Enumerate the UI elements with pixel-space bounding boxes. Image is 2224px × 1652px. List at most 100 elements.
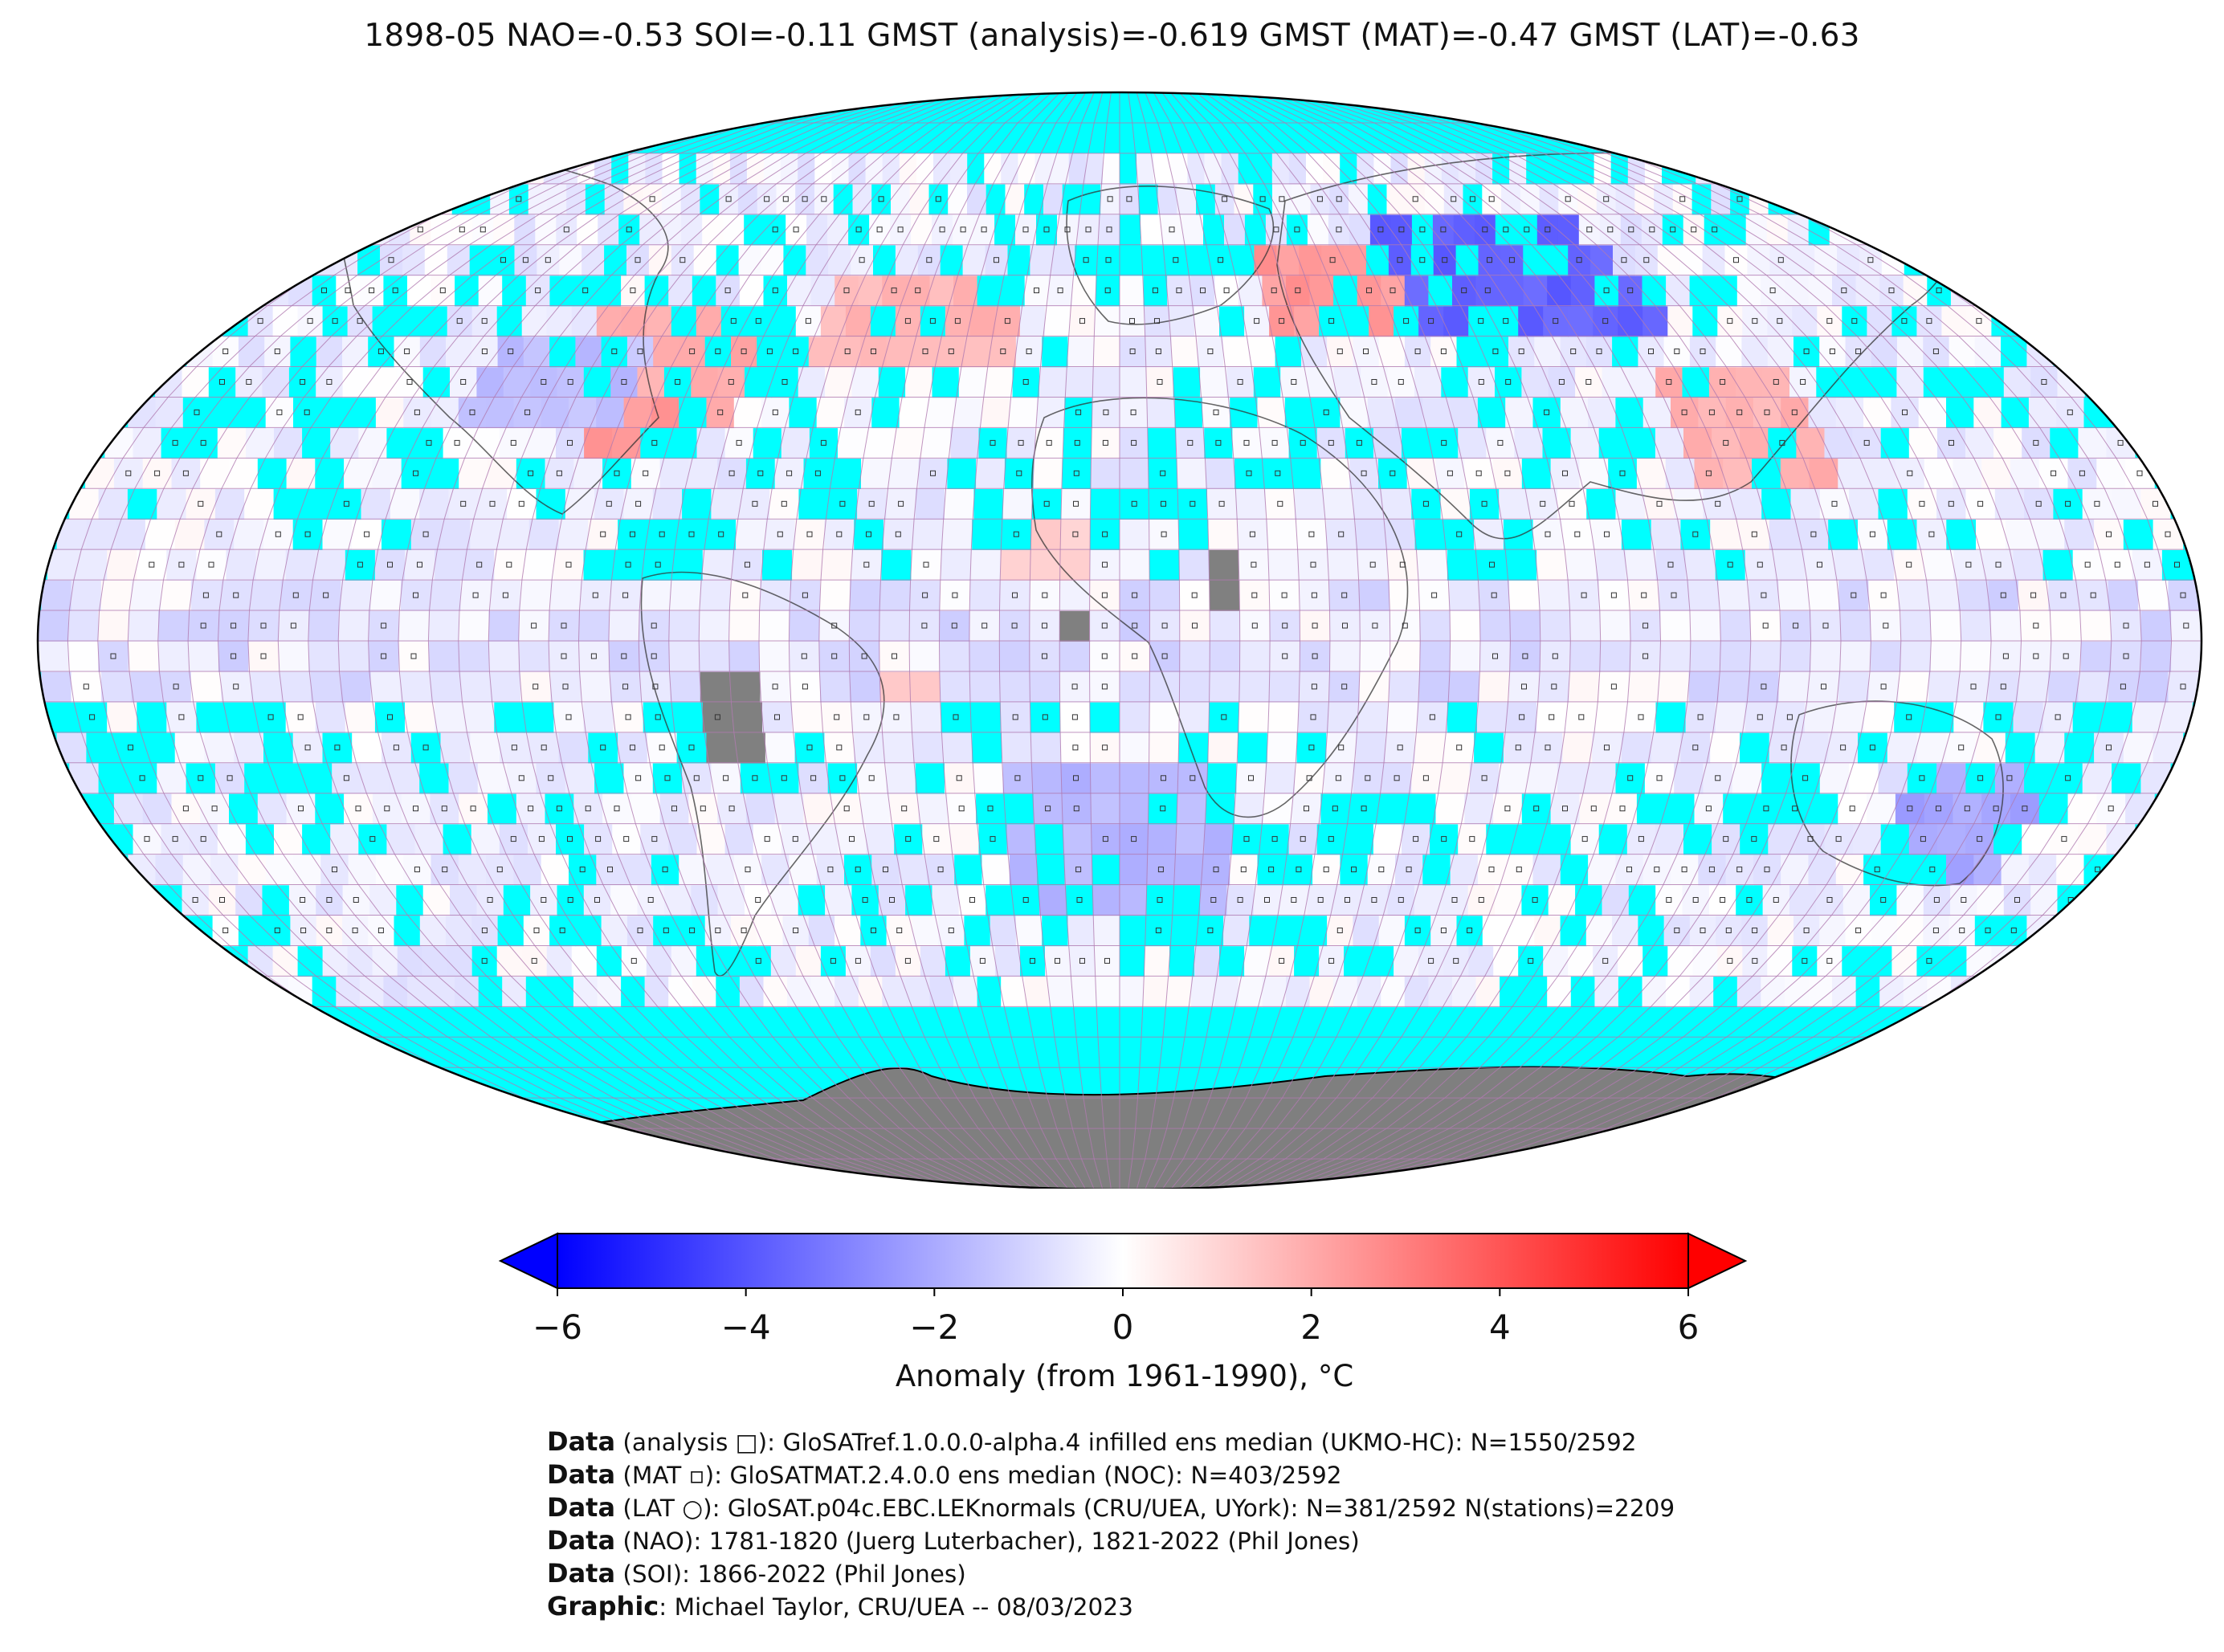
grid-cell: [1149, 762, 1179, 794]
grid-cell: [41, 671, 72, 703]
grid-cell: [1736, 884, 1764, 916]
grid-cell: [1667, 945, 1694, 977]
grid-cell: [610, 884, 639, 916]
grid-cell: [2013, 701, 2044, 733]
grid-cell: [549, 641, 580, 672]
colorbar-gradient: [557, 1233, 1689, 1289]
grid-cell: [895, 945, 921, 977]
grid-cell: [308, 641, 340, 672]
grid-cell: [1146, 884, 1174, 916]
grid-cell: [1089, 701, 1120, 733]
grid-cell: [918, 793, 949, 825]
grid-cell: [1179, 671, 1210, 703]
grid-cell: [396, 884, 424, 916]
grid-cell: [1263, 793, 1293, 825]
grid-cell: [1615, 762, 1646, 794]
grid-cell: [1518, 945, 1544, 977]
grid-cell: [1091, 823, 1120, 855]
grid-cell: [1941, 945, 1968, 977]
grid-cell: [1309, 976, 1334, 1008]
grid-cell: [1618, 976, 1643, 1008]
grid-cell: [1061, 762, 1092, 794]
grid-cell: [938, 915, 965, 947]
grid-cell: [954, 854, 983, 886]
grid-cell: [630, 793, 661, 825]
grid-cell: [1993, 823, 2022, 855]
grid-cell: [182, 884, 210, 916]
grid-cell: [1528, 762, 1558, 794]
grid-cell: [1345, 823, 1374, 855]
grid-cell: [1477, 701, 1508, 733]
grid-cell: [1642, 854, 1671, 886]
grid-cell: [1585, 915, 1613, 947]
credit-line-graphic: Graphic: Michael Taylor, CRU/UEA -- 08/0…: [547, 1591, 1133, 1621]
grid-cell: [1145, 945, 1170, 977]
grid-cell: [822, 701, 853, 733]
grid-cell: [1560, 915, 1587, 947]
grid-cell: [419, 762, 450, 794]
grid-cell: [640, 823, 670, 855]
grid-cell: [1845, 915, 1872, 947]
grid-cell: [341, 671, 372, 703]
grid-cell: [1732, 762, 1762, 794]
grid-cell: [188, 641, 219, 672]
grid-cell: [525, 976, 551, 1008]
grid-cell: [851, 884, 879, 916]
grid-cell: [1328, 701, 1359, 733]
grid-cell: [1636, 793, 1667, 825]
grid-cell: [1232, 823, 1262, 855]
grid-cell: [1236, 762, 1267, 794]
colorbar-tick-lines: [557, 1288, 1689, 1296]
grid-cell: [1486, 823, 1516, 855]
grid-cell: [1680, 732, 1711, 764]
grid-cell: [403, 854, 432, 886]
grid-cell: [1692, 945, 1719, 977]
grid-cell: [447, 945, 473, 977]
grid-cell: [1296, 732, 1328, 764]
grid-cell: [1299, 671, 1330, 703]
grid-cell: [1034, 823, 1064, 855]
grid-cell: [810, 976, 835, 1008]
grid-cell: [1548, 884, 1576, 916]
grid-cell: [573, 976, 598, 1008]
grid-cell: [583, 701, 614, 733]
grid-cell: [1120, 915, 1147, 947]
grid-cell: [816, 854, 845, 886]
grid-cell: [212, 915, 239, 947]
grid-cell: [1659, 671, 1690, 703]
grid-cell: [1316, 823, 1346, 855]
grid-cell: [1176, 823, 1206, 855]
grid-cell: [1618, 945, 1643, 977]
grid-cell: [973, 762, 1004, 794]
grid-cell: [1002, 732, 1032, 764]
grid-cell: [711, 762, 741, 794]
grid-cell: [1819, 915, 1847, 947]
grid-cell: [394, 915, 421, 947]
grid-cell: [789, 854, 818, 886]
grid-cell: [382, 732, 412, 764]
grid-cell: [428, 641, 459, 672]
grid-cell: [1404, 976, 1430, 1008]
grid-cell: [545, 793, 575, 825]
grid-cell: [513, 854, 542, 886]
grid-cell: [1629, 671, 1660, 703]
grid-cell: [315, 701, 346, 733]
grid-cell: [1569, 671, 1600, 703]
grid-cell: [1326, 732, 1357, 764]
grid-cell: [2028, 854, 2057, 886]
grid-cell: [1784, 976, 1810, 1008]
data-credits: Data (analysis □): GloSATref.1.0.0.0-alp…: [547, 1426, 1675, 1623]
grid-cell: [348, 854, 377, 886]
grid-cell: [113, 793, 144, 825]
grid-cell: [716, 976, 741, 1008]
grid-cell: [1568, 945, 1594, 977]
grid-cell: [2048, 671, 2079, 703]
grid-cell: [500, 732, 530, 764]
grid-cell: [1790, 762, 1821, 794]
grid-cell: [730, 671, 761, 703]
grid-cell: [696, 945, 722, 977]
grid-cell: [1435, 793, 1466, 825]
grid-cell: [430, 793, 459, 825]
grid-cell: [571, 945, 598, 977]
grid-cell: [422, 884, 451, 916]
